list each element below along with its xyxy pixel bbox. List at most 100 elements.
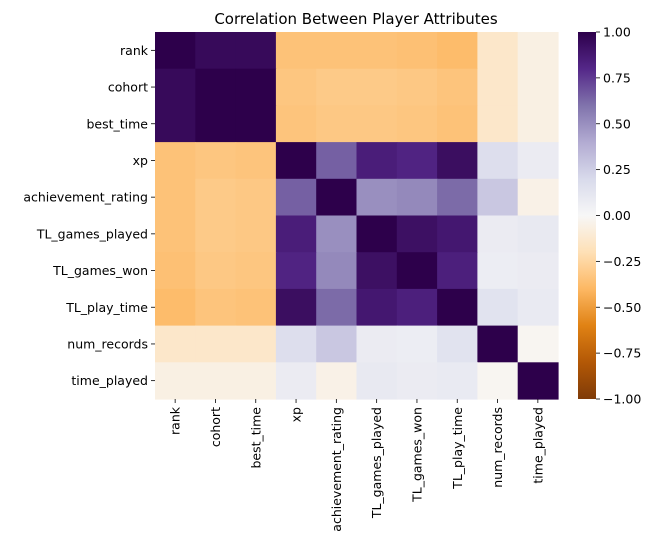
column-tick-labels: rank cohort best_time xp achievement_rating T… [168, 399, 545, 532]
heatmap-cell [235, 215, 277, 253]
row-tick-label: time_played [71, 373, 148, 388]
heatmap-cell [155, 178, 196, 217]
heatmap-cell [195, 32, 237, 70]
heatmap-cell [477, 362, 519, 400]
colorbar-tick-label: −0.75 [603, 346, 641, 361]
heatmap-cell [235, 105, 277, 143]
heatmap-cell [155, 362, 196, 400]
heatmap-cell [195, 142, 237, 180]
heatmap-cell [235, 325, 277, 363]
heatmap-cells [155, 32, 559, 400]
heatmap-cell [155, 252, 196, 290]
heatmap-cell [517, 68, 559, 106]
colorbar-ticks: 1.00 0.75 0.50 0.25 0.00 −0.25 −0.50 −0.75 −1.00 [596, 25, 641, 407]
heatmap-cell [275, 325, 317, 363]
row-tick-label: TL_games_won [52, 263, 148, 278]
heatmap-cell [275, 68, 317, 106]
heatmap-cell [195, 215, 237, 253]
heatmap-cell [437, 252, 478, 290]
column-tick-label: time_played [530, 407, 545, 484]
heatmap-cell [517, 142, 559, 180]
heatmap-cell [396, 32, 438, 70]
colorbar-tick-label: −0.50 [603, 300, 641, 315]
heatmap-cell [155, 105, 196, 143]
colorbar-tick-label: −0.25 [603, 254, 641, 269]
heatmap-cell [517, 325, 559, 363]
heatmap-cell [437, 105, 478, 143]
colorbar-tick-label: 1.00 [603, 25, 631, 40]
heatmap-cell [195, 325, 237, 363]
heatmap-cell [195, 288, 237, 327]
column-tick-label: cohort [208, 407, 223, 447]
heatmap-cell [477, 288, 519, 327]
heatmap-cell [316, 178, 358, 217]
heatmap-cell [275, 362, 317, 400]
heatmap-cell [396, 288, 438, 327]
heatmap-cell [477, 178, 519, 217]
heatmap-cell [275, 105, 317, 143]
column-tick-label: best_time [248, 407, 263, 469]
heatmap-cell [477, 68, 519, 106]
heatmap-cell [437, 178, 478, 217]
heatmap-cell [477, 252, 519, 290]
column-tick-label: rank [168, 406, 183, 435]
heatmap-cell [235, 32, 277, 70]
heatmap-cell [275, 178, 317, 217]
heatmap-cell [517, 105, 559, 143]
heatmap-cell [437, 288, 478, 327]
column-tick-label: xp [289, 407, 304, 422]
colorbar-tick-label: 0.50 [603, 116, 631, 131]
heatmap-cell [195, 68, 237, 106]
heatmap-cell [517, 288, 559, 327]
heatmap-cell [275, 32, 317, 70]
heatmap-cell [275, 215, 317, 253]
heatmap-cell [517, 178, 559, 217]
heatmap-cell [155, 32, 196, 70]
heatmap-cell [437, 68, 478, 106]
colorbar-tick-label: 0.00 [603, 208, 631, 223]
heatmap-cell [155, 142, 196, 180]
heatmap-cell [155, 68, 196, 106]
heatmap-cell [396, 252, 438, 290]
heatmap-cell [235, 288, 277, 327]
heatmap-cell [316, 325, 358, 363]
heatmap-cell [517, 362, 559, 400]
heatmap-cell [155, 325, 196, 363]
heatmap-cell [195, 252, 237, 290]
heatmap-cell [396, 68, 438, 106]
heatmap-cell [235, 142, 277, 180]
heatmap-cell [356, 215, 398, 253]
column-tick-label: TL_play_time [450, 407, 465, 490]
heatmap-cell [155, 288, 196, 327]
colorbar-tick-label: −1.00 [603, 392, 641, 407]
colorbar: 1.00 0.75 0.50 0.25 0.00 −0.25 −0.50 −0.75 −1.00 [578, 25, 641, 407]
heatmap-cell [275, 142, 317, 180]
column-tick-label: num_records [490, 407, 505, 488]
heatmap-cell [195, 178, 237, 217]
heatmap-cell [396, 105, 438, 143]
heatmap-cell [396, 178, 438, 217]
heatmap-cell [517, 252, 559, 290]
heatmap-cell [477, 32, 519, 70]
row-tick-label: achievement_rating [23, 190, 148, 205]
heatmap-cell [316, 252, 358, 290]
heatmap-cell [235, 252, 277, 290]
heatmap-cell [275, 252, 317, 290]
heatmap-cell [477, 215, 519, 253]
heatmap-cell [316, 68, 358, 106]
heatmap-cell [316, 288, 358, 327]
heatmap-cell [356, 325, 398, 363]
heatmap-cell [356, 105, 398, 143]
heatmap-cell [437, 32, 478, 70]
heatmap-cell [356, 32, 398, 70]
heatmap-cell [477, 142, 519, 180]
chart-title: Correlation Between Player Attributes [214, 10, 498, 28]
heatmap-cell [316, 142, 358, 180]
row-tick-label: xp [133, 153, 148, 168]
heatmap-cell [517, 32, 559, 70]
heatmap-cell [517, 215, 559, 253]
heatmap-cell [477, 105, 519, 143]
heatmap-cell [316, 362, 358, 400]
heatmap-cell [275, 288, 317, 327]
